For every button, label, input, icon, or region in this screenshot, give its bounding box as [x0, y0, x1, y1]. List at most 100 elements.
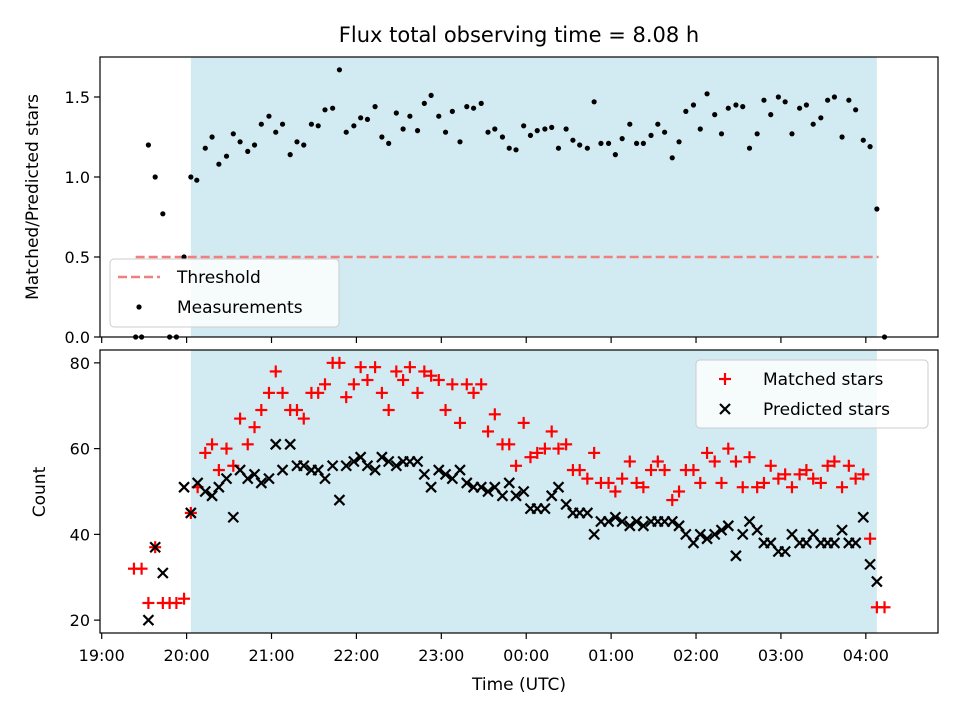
predicted-star-point: [560, 498, 572, 511]
matched-star-point: [382, 404, 395, 417]
matched-star-point: [616, 472, 629, 485]
measurement-point: [768, 112, 774, 118]
predicted-star-point: [708, 528, 721, 541]
bottom-legend: Matched stars Predicted stars: [695, 359, 929, 429]
measurements-legend-label: Measurements: [177, 298, 303, 318]
matched-star-point: [651, 455, 664, 468]
predicted-star-point: [637, 520, 650, 532]
matched-star-point: [255, 404, 268, 417]
matched-star-point: [581, 472, 594, 485]
measurement-point: [754, 131, 760, 137]
matched-star-point: [418, 365, 431, 378]
predicted-star-point: [722, 520, 735, 532]
measurement-point: [230, 131, 236, 137]
measurement-point: [860, 137, 866, 143]
matched-star-point: [347, 378, 360, 391]
matched-star-point: [135, 562, 148, 575]
y-tick-label: 60: [70, 440, 90, 459]
matched-star-point: [637, 481, 650, 494]
matched-star-point: [297, 412, 310, 425]
matched-star-point: [545, 425, 558, 438]
matched-star-point: [178, 592, 191, 605]
matched-star-point: [878, 601, 891, 614]
predicted-star-point: [545, 490, 558, 502]
predicted-star-point: [836, 524, 848, 536]
matched-star-point: [722, 442, 735, 455]
predicted-star-point: [517, 485, 530, 498]
bottom-y-ticks: 20 40 60 80: [70, 354, 100, 630]
matched-star-point: [701, 446, 714, 459]
predicted-star-point: [206, 490, 218, 502]
matched-star-point: [333, 356, 346, 369]
threshold-legend-label: Threshold: [176, 268, 261, 288]
x-tick-label: 20:00: [164, 646, 210, 665]
measurement-point: [740, 104, 746, 110]
measurement-point: [436, 113, 442, 119]
top-y-axis-label: Matched/Predicted stars: [23, 94, 43, 300]
measurement-point: [803, 102, 809, 108]
measurement-point: [258, 121, 264, 127]
matched-star-point: [779, 468, 792, 481]
measurement-point: [718, 131, 725, 137]
predicted-star-point: [157, 567, 169, 579]
measurement-point: [683, 108, 689, 114]
matched-star-point: [772, 472, 785, 485]
matched-star-point: [503, 438, 516, 451]
matched-star-point: [340, 391, 353, 404]
y-tick-label: 80: [70, 354, 90, 373]
measurement-point: [428, 92, 434, 98]
measurement-point: [279, 121, 286, 127]
matched-star-point: [312, 386, 325, 399]
measurement-point: [160, 211, 166, 217]
predicted-star-point: [319, 472, 331, 485]
predicted-star-point: [241, 472, 254, 485]
matched-star-point: [361, 374, 374, 387]
matched-star-point: [694, 476, 707, 489]
x-tick-label: 21:00: [248, 646, 294, 665]
predicted-star-point: [276, 464, 289, 476]
predicted-star-point: [411, 455, 424, 468]
matched-star-point: [241, 438, 254, 451]
measurement-point: [400, 126, 406, 132]
measurement-point: [775, 94, 781, 100]
predicted-star-point: [482, 485, 494, 498]
predicted-star-point: [581, 507, 594, 519]
measurement-point: [521, 123, 527, 129]
matched-legend-swatch: [719, 373, 731, 385]
measurement-point: [245, 148, 251, 154]
matched-star-point: [560, 438, 573, 451]
measurement-point: [266, 113, 272, 119]
predicted-star-point: [552, 481, 565, 493]
measurement-point: [372, 104, 378, 110]
predicted-star-point: [418, 468, 431, 481]
measurement-point: [733, 102, 739, 108]
measurement-point: [145, 142, 151, 148]
measurement-point: [364, 116, 371, 122]
predicted-star-point: [673, 520, 685, 532]
predicted-star-point: [199, 485, 212, 498]
matched-star-point: [828, 455, 841, 468]
measurement-point: [789, 131, 795, 137]
matched-star-point: [821, 459, 834, 472]
measurement-point: [301, 142, 307, 148]
measurement-point: [570, 137, 576, 143]
predicted-star-point: [539, 502, 551, 515]
matched-star-point: [248, 421, 261, 434]
measurement-point: [810, 121, 816, 127]
matched-star-point: [206, 438, 219, 451]
predicted-star-point: [624, 520, 636, 532]
measurement-point: [478, 100, 484, 106]
predicted-star-point: [248, 468, 261, 481]
measurement-point: [492, 126, 498, 132]
matched-star-point: [397, 374, 410, 387]
measurement-point: [343, 129, 349, 135]
measurement-point: [704, 91, 710, 97]
predicted-star-point: [701, 532, 713, 545]
matched-star-points: [127, 356, 891, 614]
matched-star-point: [524, 451, 537, 464]
matched-star-point: [836, 481, 849, 494]
x-tick-label: 00:00: [503, 646, 549, 665]
matched-star-point: [475, 378, 488, 391]
predicted-star-point: [178, 481, 190, 493]
matched-star-point: [588, 446, 601, 459]
